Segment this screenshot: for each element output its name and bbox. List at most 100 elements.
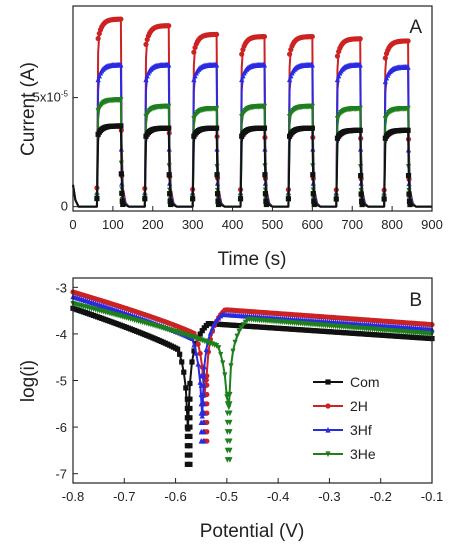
panel-a-data-point xyxy=(406,191,412,197)
panel-b-data-point xyxy=(189,359,195,365)
panel-a-data-point xyxy=(286,76,293,83)
panel-a-series-layer xyxy=(72,16,432,208)
panel-a-data-point xyxy=(359,201,365,208)
panel-b-data-point xyxy=(193,349,199,356)
panel-b-data-point xyxy=(203,377,209,383)
panel-a-x-tick-label: 200 xyxy=(142,217,164,232)
panel-b-data-point xyxy=(197,350,203,357)
panel-a-data-point xyxy=(118,171,124,177)
panel-b-data-point xyxy=(228,363,234,369)
panel-a-data-point xyxy=(166,103,172,110)
legend-entry-2h: 2H xyxy=(313,398,368,414)
panel-a-data-point xyxy=(167,191,173,197)
panel-a-data-point xyxy=(214,61,220,68)
panel-b-x-tick-label: -0.5 xyxy=(216,489,238,504)
panel-b-data-point xyxy=(187,415,193,421)
panel-a-series-line xyxy=(72,63,432,208)
panel-a-data-point xyxy=(406,198,413,205)
panel-a-chart: 0 100 200 300 400 500 600 700 800 900 0 5x10-5 A T… xyxy=(18,5,443,270)
panel-a-data-point xyxy=(95,35,101,42)
panel-b-legend: Com 2H 3Hf 3He xyxy=(313,374,380,462)
panel-a-data-point xyxy=(214,125,220,131)
panel-a-data-point xyxy=(310,191,316,197)
panel-a-data-point xyxy=(263,201,269,208)
panel-b-data-point xyxy=(220,360,226,367)
panel-b-data-point xyxy=(227,410,233,417)
panel-a-data-point xyxy=(261,103,268,110)
panel-a-data-point xyxy=(357,105,363,112)
panel-a-label: A xyxy=(409,17,422,38)
legend-swatch-marker xyxy=(325,426,331,433)
panel-a-data-point xyxy=(167,198,173,204)
panel-b-data-point xyxy=(203,346,209,353)
panel-b-data-point xyxy=(187,380,193,387)
legend-swatch-marker xyxy=(325,451,331,458)
legend-entry-3he: 3He xyxy=(313,446,376,462)
panel-a-data-point xyxy=(405,105,411,112)
panel-b-data-point xyxy=(187,424,193,430)
panel-a-data-point xyxy=(263,198,269,204)
panel-a-data-point xyxy=(214,105,220,112)
panel-a-data-point xyxy=(261,125,268,131)
panel-a-data-point xyxy=(405,173,412,179)
panel-a-data-point xyxy=(142,196,148,202)
panel-b-x-tick-label: -0.1 xyxy=(421,489,443,504)
panel-b-data-point xyxy=(201,391,207,398)
panel-b-data-point xyxy=(191,341,197,348)
panel-a-data-point xyxy=(407,201,413,208)
panel-a-data-point xyxy=(237,196,244,202)
panel-b-data-point xyxy=(201,419,207,426)
panel-a-data-point xyxy=(309,103,315,110)
panel-b-y-tick-label: -4 xyxy=(55,327,67,342)
panel-a-x-tick-label: 700 xyxy=(341,217,363,232)
panel-b-data-point xyxy=(238,325,244,331)
panel-a-data-point xyxy=(94,195,100,202)
panel-b-x-tick-label: -0.3 xyxy=(318,489,340,504)
panel-b-y-tick-label: -7 xyxy=(55,467,67,482)
panel-a-data-point xyxy=(381,196,387,202)
panel-a-data-point xyxy=(214,172,220,178)
legend-swatch-marker xyxy=(325,379,331,385)
panel-a-data-point xyxy=(190,196,196,202)
panel-b-data-point xyxy=(227,438,233,445)
panel-b-data-point xyxy=(187,452,193,458)
panel-b-data-point xyxy=(234,333,240,340)
panel-b-data-point xyxy=(201,372,207,379)
panel-a-data-point xyxy=(357,127,363,133)
panel-a-y-tick-label: 5x10-5 xyxy=(33,90,69,105)
panel-b-data-point xyxy=(232,339,238,346)
panel-b-data-point xyxy=(175,346,181,352)
panel-a-data-point xyxy=(214,191,221,197)
panel-a-data-point xyxy=(334,76,341,83)
panel-b-data-point xyxy=(177,351,183,357)
panel-b-data-point xyxy=(187,443,193,449)
panel-a-data-point xyxy=(95,76,101,83)
panel-b-chart: -0.8 -0.7 -0.6 -0.5 -0.4 -0.3 -0.2 -0.1 -3-4-5-… xyxy=(18,277,443,542)
panel-b-data-point xyxy=(201,428,207,435)
panel-a-data-point xyxy=(118,16,124,22)
panel-a-data-point xyxy=(261,33,268,40)
panel-a-data-point xyxy=(311,198,317,204)
panel-b-y-tick-label: -3 xyxy=(55,280,67,295)
panel-b-data-point xyxy=(199,328,205,334)
panel-a-data-point xyxy=(310,172,316,178)
panel-a-data-point xyxy=(309,33,315,40)
panel-b-data-point xyxy=(227,429,233,435)
panel-a-x-ticks: 0 100 200 300 400 500 600 700 800 900 xyxy=(69,206,443,232)
panel-a-data-point xyxy=(118,97,124,103)
panel-b-data-point xyxy=(201,437,207,444)
panel-b-data-point xyxy=(227,401,233,407)
panel-b-data-point xyxy=(227,419,233,426)
panel-a-data-point xyxy=(261,61,268,68)
panel-b-data-point xyxy=(227,391,233,398)
panel-a-series-line xyxy=(72,124,432,208)
legend-label: 3Hf xyxy=(350,422,372,438)
panel-b-y-tick-label: -6 xyxy=(55,420,67,435)
panel-b-data-point xyxy=(181,369,187,375)
panel-a-data-point xyxy=(166,172,172,178)
panel-a-data-point xyxy=(359,198,365,205)
panel-a-x-tick-label: 800 xyxy=(381,217,403,232)
panel-b-data-point xyxy=(179,359,185,365)
panel-b-x-tick-label: -0.4 xyxy=(267,489,289,504)
